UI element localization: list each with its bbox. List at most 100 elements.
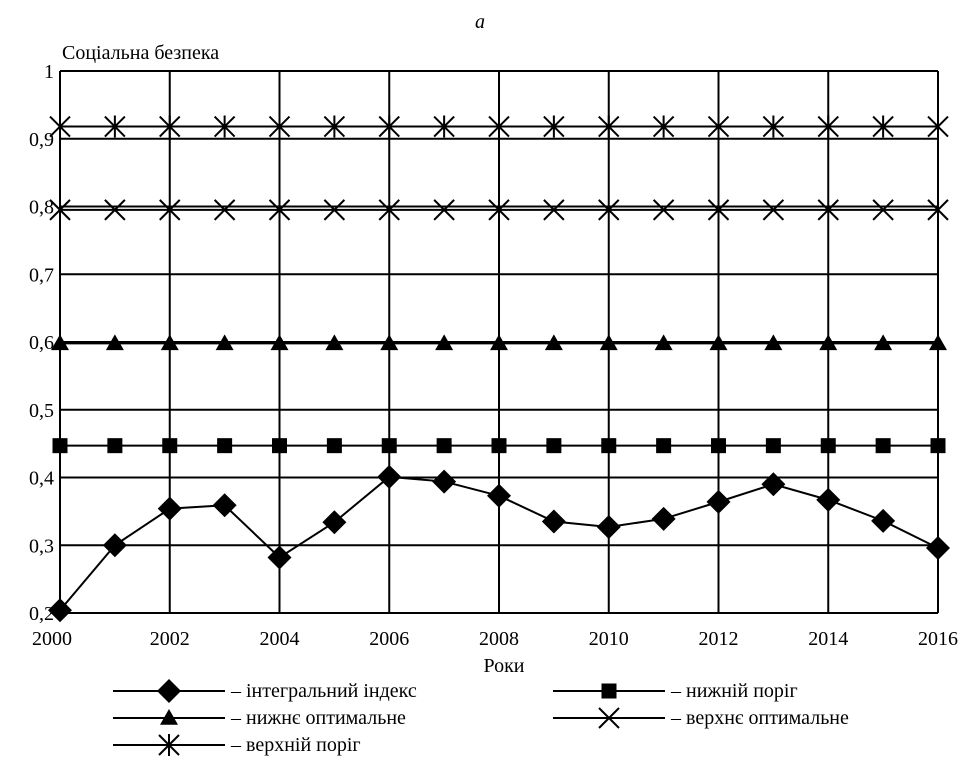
data-point-diamond xyxy=(157,496,182,521)
data-point-x xyxy=(323,199,346,221)
legend-item: – верхній поріг xyxy=(113,734,361,756)
data-point-asterisk xyxy=(159,115,181,138)
x-tick-label: 2000 xyxy=(32,628,72,650)
data-point-diamond xyxy=(377,464,402,489)
legend-marker-triangle xyxy=(160,709,178,725)
data-point-asterisk xyxy=(433,115,455,138)
y-tick-labels: 0,2 0,3 0,4 0,5 0,6 0,7 0,8 0,9 1 xyxy=(29,61,54,625)
data-point-square xyxy=(930,438,946,454)
legend-marker-square xyxy=(601,683,617,699)
data-point-square xyxy=(601,438,617,454)
data-point-diamond xyxy=(706,489,731,514)
data-point-asterisk xyxy=(817,115,839,138)
y-tick-label: 0,5 xyxy=(29,400,54,422)
data-point-asterisk xyxy=(323,115,346,138)
legend-marker-asterisk xyxy=(158,734,180,756)
data-point-asterisk xyxy=(104,115,126,138)
series-triangle xyxy=(51,334,947,351)
data-point-diamond xyxy=(541,509,566,534)
legend: – інтегральний індекс – нижній поріг – ниж… xyxy=(113,679,849,756)
data-point-x xyxy=(488,199,510,221)
series-x xyxy=(49,199,949,221)
data-point-square xyxy=(546,438,562,454)
x-axis-title: Роки xyxy=(483,655,524,677)
data-point-square xyxy=(875,438,891,454)
legend-label: – нижнє оптимальне xyxy=(230,707,406,729)
y-tick-label: 0,8 xyxy=(29,197,54,219)
data-point-triangle xyxy=(764,334,783,351)
data-point-triangle xyxy=(599,334,618,351)
data-point-x xyxy=(872,199,894,221)
data-point-square xyxy=(217,438,233,454)
x-tick-labels: 2000 2002 2004 2006 2008 2010 2012 2014 2016 xyxy=(32,628,958,650)
data-point-square xyxy=(162,438,178,454)
data-point-square xyxy=(436,438,452,454)
data-point-x xyxy=(543,199,565,221)
legend-item: – нижній поріг xyxy=(553,680,798,702)
data-point-triangle xyxy=(874,334,893,351)
data-point-asterisk xyxy=(488,115,510,138)
x-tick-label: 2002 xyxy=(150,628,190,650)
data-point-asterisk xyxy=(213,115,236,138)
legend-item: – інтегральний індекс xyxy=(113,679,417,703)
data-point-triangle xyxy=(270,334,289,351)
data-point-triangle xyxy=(709,334,728,351)
data-point-diamond xyxy=(761,472,786,497)
data-point-diamond xyxy=(596,514,621,539)
data-point-asterisk xyxy=(872,115,894,138)
legend-label: – верхній поріг xyxy=(230,734,361,756)
legend-label: – інтегральний індекс xyxy=(230,680,417,702)
data-point-diamond xyxy=(816,487,841,512)
x-tick-label: 2010 xyxy=(589,628,629,650)
data-point-asterisk xyxy=(707,115,730,138)
y-tick-label: 0,9 xyxy=(29,129,54,151)
data-point-square xyxy=(272,438,287,454)
data-point-x xyxy=(817,199,839,221)
data-point-x xyxy=(378,199,400,221)
data-point-asterisk xyxy=(268,115,291,138)
x-tick-label: 2014 xyxy=(808,628,848,650)
legend-label: – нижній поріг xyxy=(670,680,798,702)
data-point-square xyxy=(107,438,123,454)
data-point-diamond xyxy=(926,535,950,560)
series-layer xyxy=(48,115,950,623)
series-diamond xyxy=(48,464,950,623)
data-point-square xyxy=(711,438,726,454)
data-point-diamond xyxy=(267,545,292,570)
series-asterisk xyxy=(49,115,949,138)
x-tick-label: 2012 xyxy=(699,628,739,650)
data-point-asterisk xyxy=(652,115,675,138)
data-point-diamond xyxy=(432,469,457,494)
data-point-triangle xyxy=(105,334,124,351)
legend-item: – нижнє оптимальне xyxy=(113,707,406,729)
x-tick-label: 2016 xyxy=(918,628,958,650)
legend-item: – верхнє оптимальне xyxy=(553,707,849,729)
data-point-square xyxy=(491,438,507,454)
data-point-x xyxy=(927,199,949,221)
data-point-diamond xyxy=(871,508,896,533)
data-point-x xyxy=(268,199,291,221)
y-tick-label: 1 xyxy=(44,61,54,83)
data-point-asterisk xyxy=(598,115,620,138)
data-point-triangle xyxy=(819,334,838,351)
data-point-triangle xyxy=(490,334,508,351)
y-tick-label: 0,4 xyxy=(29,468,54,490)
data-point-triangle xyxy=(929,334,947,351)
data-point-asterisk xyxy=(543,115,565,138)
data-point-x xyxy=(104,199,126,221)
data-point-triangle xyxy=(654,334,673,351)
data-point-triangle xyxy=(51,334,69,351)
y-tick-label: 0,7 xyxy=(29,264,54,286)
data-point-diamond xyxy=(487,483,511,508)
data-point-x xyxy=(159,199,181,221)
data-point-x xyxy=(598,199,620,221)
legend-label: – верхнє оптимальне xyxy=(670,707,849,729)
data-point-square xyxy=(52,438,68,454)
data-point-square xyxy=(765,438,781,454)
data-point-diamond xyxy=(212,493,237,518)
y-tick-label: 0,3 xyxy=(29,535,54,557)
data-point-triangle xyxy=(160,334,179,351)
data-point-asterisk xyxy=(378,115,400,138)
data-point-square xyxy=(656,438,672,454)
